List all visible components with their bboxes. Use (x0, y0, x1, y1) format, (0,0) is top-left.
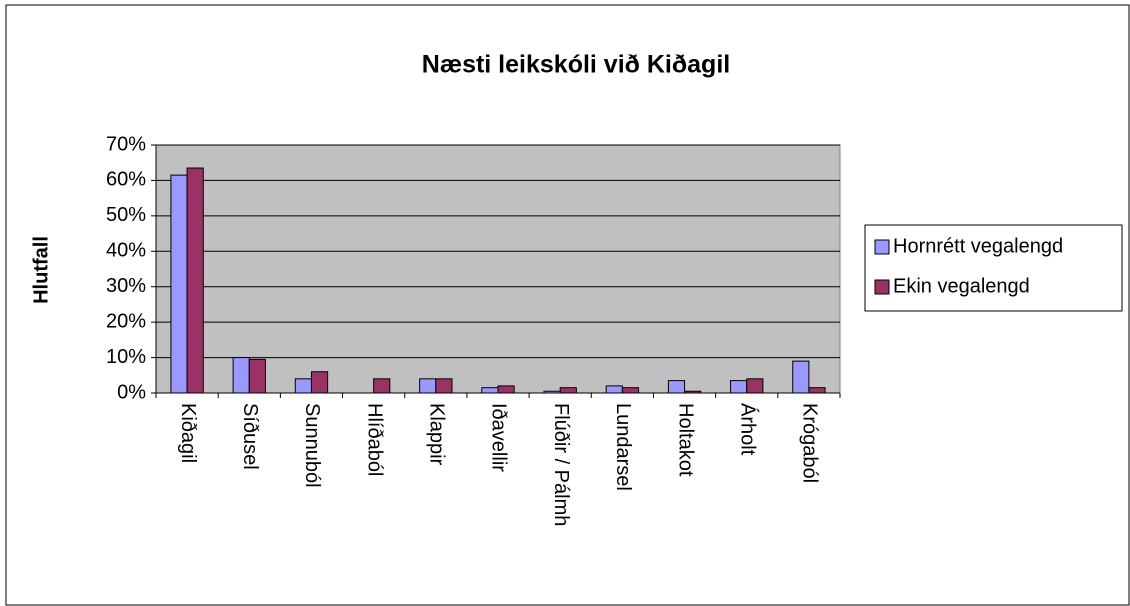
bar (419, 378, 437, 394)
y-tick-label: 30% (106, 275, 146, 297)
legend-swatch (874, 239, 890, 255)
x-tick-label: Krógaból (799, 403, 821, 483)
bar (497, 385, 515, 394)
plot-area (155, 144, 841, 394)
y-tick-label: 40% (106, 240, 146, 262)
y-tick-label: 60% (106, 169, 146, 191)
bar (373, 378, 391, 394)
bar (808, 387, 826, 394)
y-tick-label: 10% (106, 346, 146, 368)
x-tick-label: Holtakot (674, 403, 696, 477)
bar (170, 174, 188, 394)
bar (792, 360, 810, 394)
bar (667, 380, 686, 394)
bar (559, 387, 577, 394)
bar (294, 378, 312, 394)
bar (684, 390, 702, 394)
y-tick-label: 0% (117, 381, 146, 403)
bar (435, 378, 453, 394)
bar (543, 390, 561, 394)
y-tick-label: 50% (106, 204, 146, 226)
x-tick-label: Síðusel (239, 403, 261, 470)
y-tick-label: 20% (106, 310, 146, 332)
x-tick-label: Klappir (426, 403, 448, 466)
legend-box (864, 224, 1123, 312)
x-tick-label: Kiðagil (177, 403, 199, 463)
x-tick-label: Lundarsel (612, 403, 634, 491)
y-axis-label: Hlutfall (30, 236, 52, 304)
legend-label: Hornrétt vegalengd (893, 235, 1063, 257)
x-tick-label: Flúðir / Pálmh (550, 403, 572, 526)
y-tick-label: 70% (106, 133, 146, 155)
bar (481, 387, 499, 394)
chart-title: Næsti leikskóli við Kiðagil (422, 51, 730, 79)
x-tick-label: Iðavellir (488, 403, 510, 472)
bar (186, 167, 204, 394)
bar (248, 358, 266, 394)
legend-label: Ekin vegalengd (893, 275, 1030, 297)
bar (730, 380, 748, 394)
legend-swatch (874, 279, 890, 295)
bar (605, 385, 623, 394)
x-tick-label: Sunnuból (301, 403, 323, 488)
bar (310, 371, 329, 394)
x-tick-label: Hlíðaból (363, 403, 385, 476)
bar (621, 387, 640, 394)
bar (232, 357, 250, 394)
x-tick-label: Árholt (736, 403, 759, 456)
bar (746, 378, 764, 394)
